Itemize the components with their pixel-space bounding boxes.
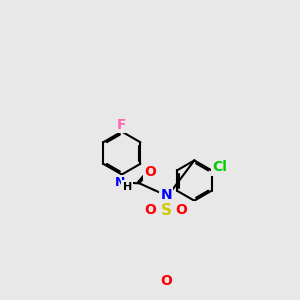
Text: O: O bbox=[160, 274, 172, 288]
Text: O: O bbox=[176, 203, 188, 217]
Text: H: H bbox=[123, 182, 132, 192]
Text: N: N bbox=[115, 176, 126, 189]
Text: O: O bbox=[145, 165, 157, 179]
Text: S: S bbox=[160, 202, 172, 217]
Text: F: F bbox=[117, 118, 127, 132]
Text: O: O bbox=[145, 203, 157, 217]
Text: Cl: Cl bbox=[212, 160, 227, 174]
Text: N: N bbox=[160, 188, 172, 202]
